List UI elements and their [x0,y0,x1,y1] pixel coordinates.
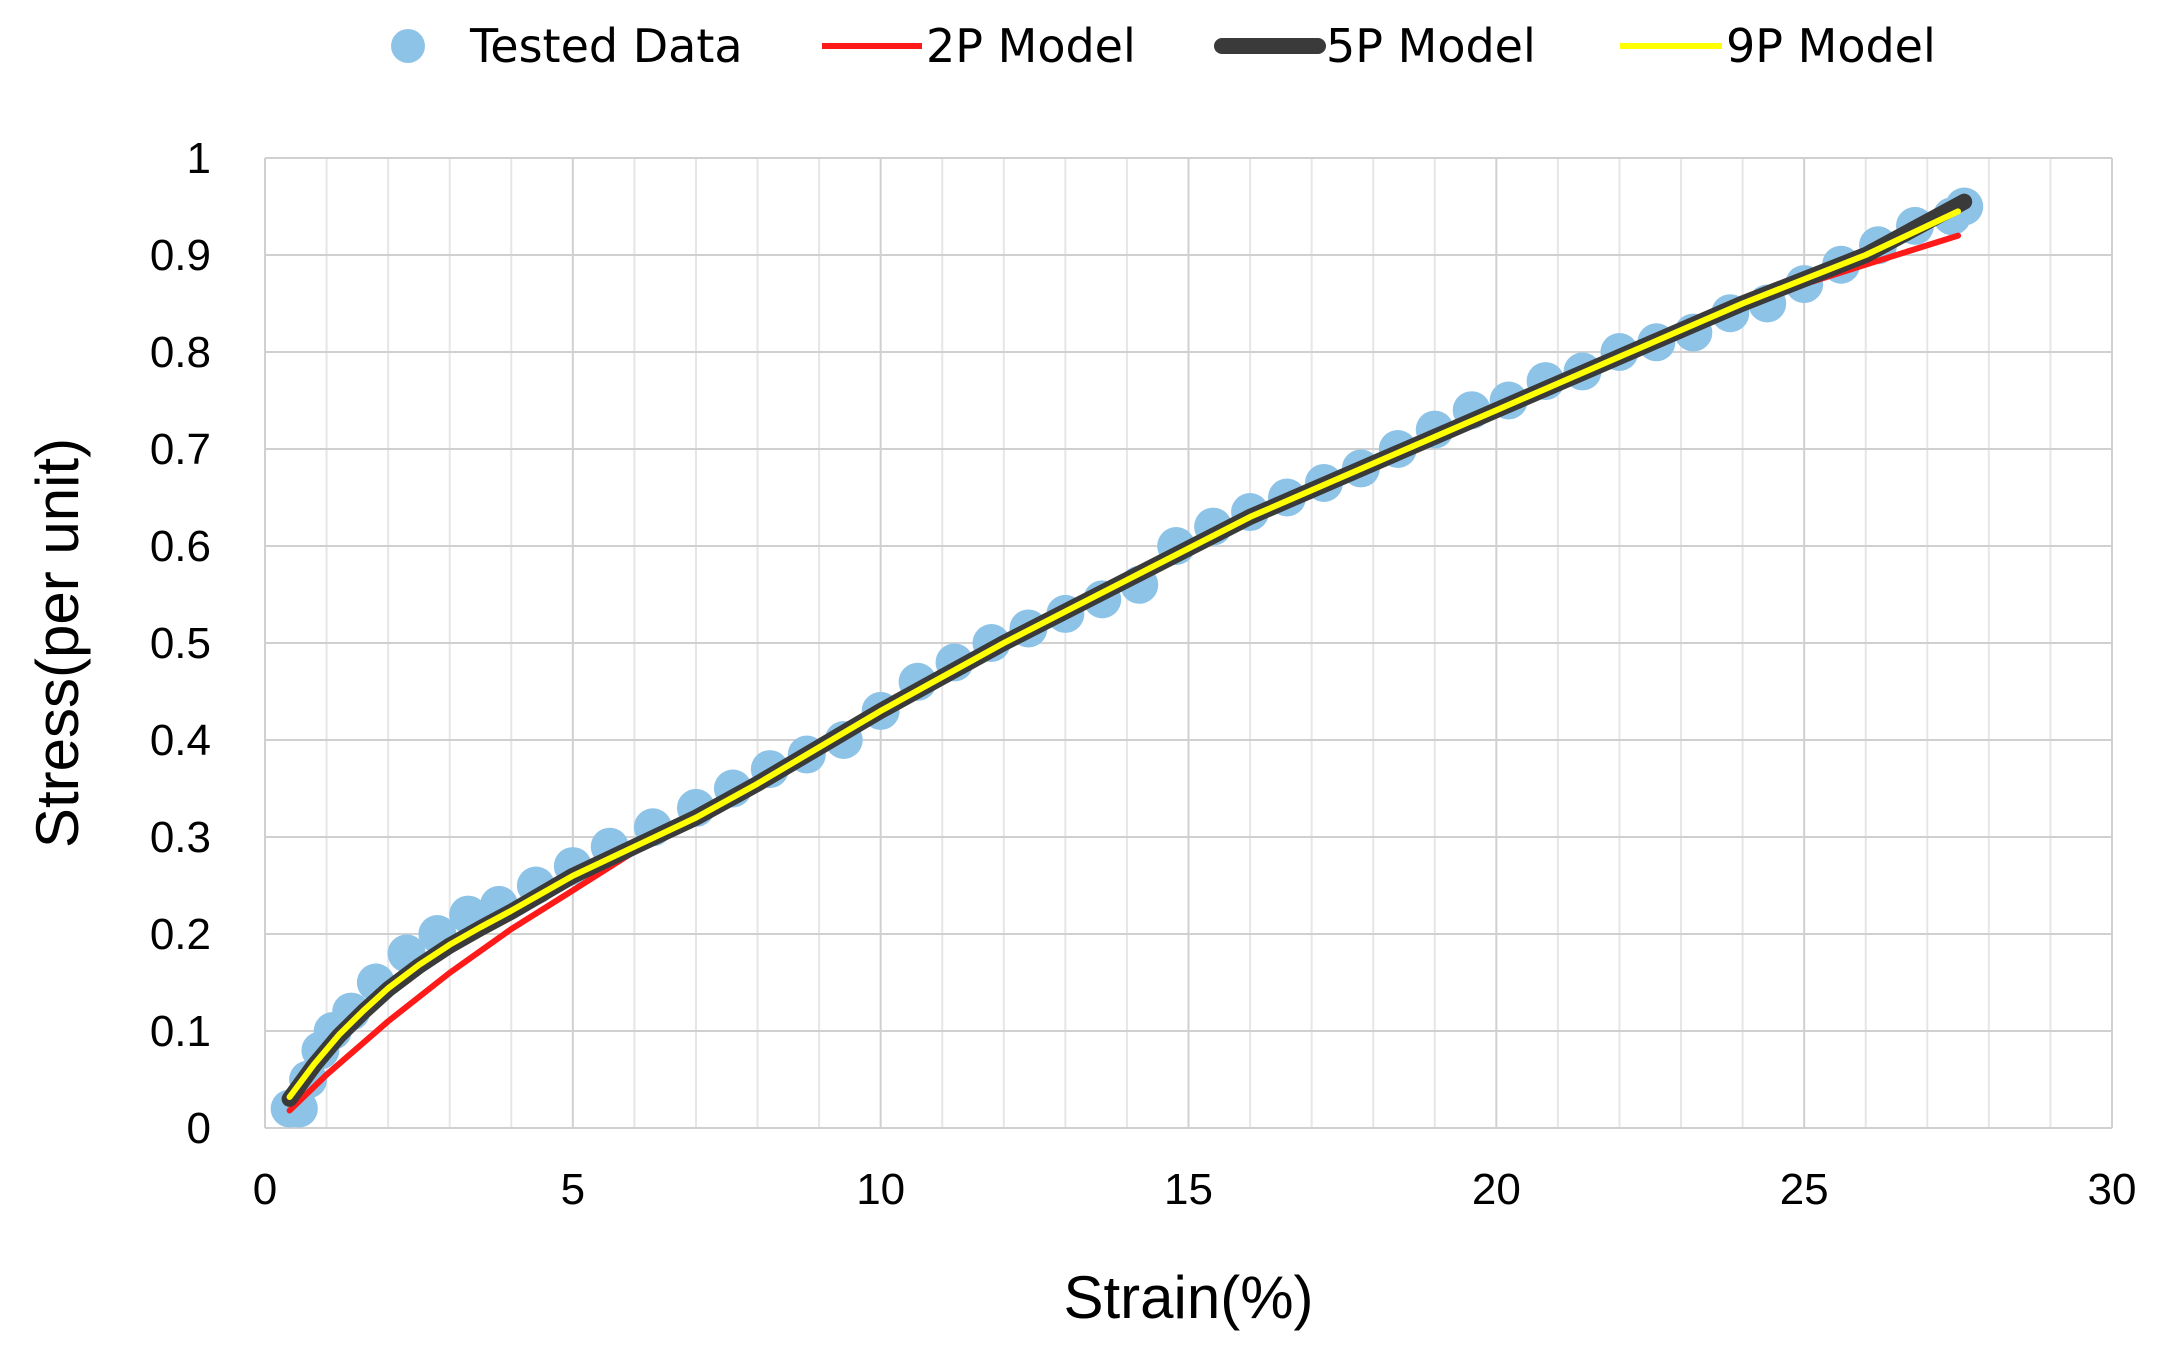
y-tick-label: 0.4 [150,716,211,765]
y-tick-label: 0 [187,1104,211,1153]
x-tick-label: 0 [253,1165,277,1214]
series-line-2p-model [286,232,1962,1114]
legend-label-2p-model: 2P Model [926,19,1136,73]
tick-labels: 0 5 10 15 20 25 30 0 0.1 0.2 0.3 0.4 0.5 0.6 0.7 0.8 0.9… [150,134,2137,1214]
x-tick-label: 15 [1164,1165,1213,1214]
x-tick-label: 5 [561,1165,585,1214]
y-tick-label: 0.2 [150,910,211,959]
y-tick-label: 1 [187,134,211,183]
legend-marker-tested-data [391,29,425,63]
x-tick-label: 25 [1780,1165,1829,1214]
grid [264,157,2113,1129]
x-tick-label: 30 [2088,1165,2137,1214]
legend-label-9p-model: 9P Model [1726,19,1936,73]
y-tick-label: 0.6 [150,522,211,571]
y-tick-label: 0.9 [150,231,211,280]
series [270,187,1984,1128]
x-tick-label: 10 [856,1165,905,1214]
y-tick-label: 0.8 [150,328,211,377]
y-tick-label: 0.3 [150,813,211,862]
y-tick-label: 0.1 [150,1007,211,1056]
y-tick-label: 0.7 [150,425,211,474]
legend: Tested Data 2P Model 5P Model 9P Model [391,19,1936,73]
y-tick-label: 0.5 [150,619,211,668]
legend-label-5p-model: 5P Model [1326,19,1536,73]
legend-label-tested-data: Tested Data [469,19,743,73]
series-line-9p-model [286,208,1962,1100]
y-axis-title: Stress(per unit) [24,438,91,848]
x-tick-label: 20 [1472,1165,1521,1214]
x-axis-title: Strain(%) [1063,1264,1313,1331]
